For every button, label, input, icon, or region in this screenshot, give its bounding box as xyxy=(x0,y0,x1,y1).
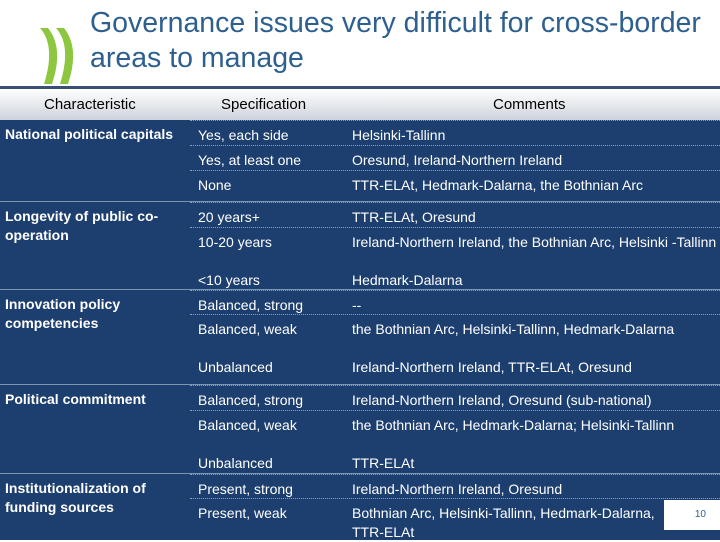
table-row: Innovation policy competencies Balanced,… xyxy=(0,289,720,385)
comment-cell: Ireland-Northern Ireland, Oresund xyxy=(352,481,563,497)
characteristic-cell: Longevity of public co-operation xyxy=(5,208,159,243)
spec-cell: Unbalanced xyxy=(198,455,273,471)
table-row: National political capitals Yes, each si… xyxy=(0,120,720,201)
sub-row: 10-20 years Ireland-Northern Ireland, th… xyxy=(190,227,720,291)
spec-cell: Balanced, strong xyxy=(198,297,304,313)
header-characteristic: Characteristic xyxy=(44,96,136,113)
sub-row: Yes, each side Helsinki-Tallinn xyxy=(190,120,720,146)
governance-table: National political capitals Yes, each si… xyxy=(0,120,720,540)
sub-row: Balanced, strong Ireland-Northern Irelan… xyxy=(190,385,720,411)
characteristic-cell: Innovation policy competencies xyxy=(5,296,121,331)
characteristic-cell: Political commitment xyxy=(5,391,146,407)
page-title: Governance issues very difficult for cro… xyxy=(90,7,701,74)
comment-cell: TTR-ELAt, Hedmark-Dalarna, the Bothnian … xyxy=(352,177,644,193)
spec-cell: Yes, each side xyxy=(198,127,289,143)
spec-cell: 10-20 years xyxy=(198,234,272,250)
spec-cell: Present, weak xyxy=(198,505,287,521)
sub-row: Present, weak Bothnian Arc, Helsinki-Tal… xyxy=(190,498,720,542)
table-header: Characteristic Specification Comments xyxy=(0,86,720,123)
comment-cell: the Bothnian Arc, Hedmark-Dalarna; Helsi… xyxy=(352,417,675,433)
spec-cell: Balanced, strong xyxy=(198,392,304,408)
header-specification: Specification xyxy=(221,96,307,113)
spec-cell: Present, strong xyxy=(198,481,293,497)
comment-cell: -- xyxy=(352,297,362,313)
comment-cell: Bothnian Arc, Helsinki-Tallinn, Hedmark-… xyxy=(352,505,655,540)
spec-cell: Unbalanced xyxy=(198,359,273,375)
spec-cell: Balanced, weak xyxy=(198,321,297,337)
sub-row: Balanced, weak the Bothnian Arc, Hedmark… xyxy=(190,410,720,475)
page-number-box: 10 xyxy=(664,500,720,530)
spec-cell: None xyxy=(198,177,232,193)
spec-cell: 20 years+ xyxy=(198,209,260,225)
oecd-logo-icon xyxy=(40,28,74,84)
header-comments: Comments xyxy=(493,96,566,113)
comment-cell: Ireland-Northern Ireland, Oresund (sub-n… xyxy=(352,392,652,408)
sub-row: Balanced, weak the Bothnian Arc, Helsink… xyxy=(190,314,720,386)
sub-row: Yes, at least one Oresund, Ireland-North… xyxy=(190,145,720,171)
characteristic-cell: Institutionalization of funding sources xyxy=(5,480,146,515)
comment-cell: Oresund, Ireland-Northern Ireland xyxy=(352,152,563,168)
comment-cell: Ireland-Northern Ireland, TTR-ELAt, Ores… xyxy=(352,359,632,375)
sub-row: None TTR-ELAt, Hedmark-Dalarna, the Both… xyxy=(190,170,720,202)
spec-cell: Yes, at least one xyxy=(198,152,302,168)
spec-cell: <10 years xyxy=(198,272,260,288)
comment-cell: Hedmark-Dalarna xyxy=(352,272,463,288)
sub-row: Present, strong Ireland-Northern Ireland… xyxy=(190,474,720,499)
sub-row: 20 years+ TTR-ELAt, Oresund xyxy=(190,202,720,228)
spec-cell: Balanced, weak xyxy=(198,417,297,433)
comment-cell: Ireland-Northern Ireland, the Bothnian A… xyxy=(352,234,717,250)
comment-cell: TTR-ELAt, Oresund xyxy=(352,209,476,225)
comment-cell: TTR-ELAt xyxy=(352,455,415,471)
page-number: 10 xyxy=(694,509,706,520)
comment-cell: the Bothnian Arc, Helsinki-Tallinn, Hedm… xyxy=(352,321,675,337)
comment-cell: Helsinki-Tallinn xyxy=(352,127,446,143)
table-row: Political commitment Balanced, strong Ir… xyxy=(0,384,720,474)
table-row: Institutionalization of funding sources … xyxy=(0,473,720,541)
characteristic-cell: National political capitals xyxy=(5,126,174,142)
table-row: Longevity of public co-operation 20 year… xyxy=(0,201,720,290)
sub-row: Balanced, strong -- xyxy=(190,290,720,315)
